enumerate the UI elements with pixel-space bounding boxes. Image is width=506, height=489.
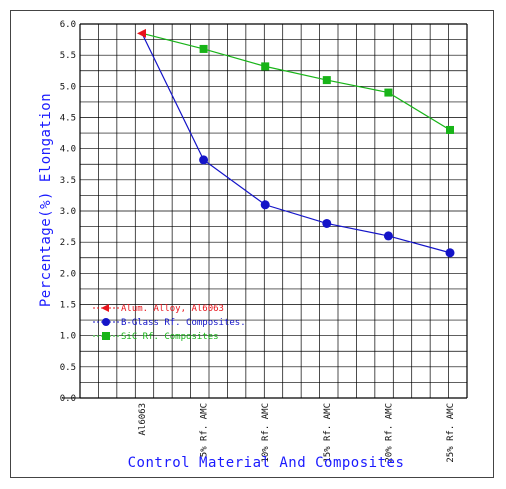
series-markers <box>137 28 455 258</box>
y-tick-label: 1.5 <box>60 301 76 311</box>
data-point <box>446 125 454 134</box>
legend-label: SiC Rf. Composites <box>121 332 219 342</box>
series-line <box>141 33 451 254</box>
y-tick-label: 0.5 <box>60 363 76 373</box>
data-point <box>384 88 393 97</box>
legend-marker <box>102 318 110 326</box>
y-tick-label: 1.0 <box>60 332 76 342</box>
data-point <box>260 200 270 210</box>
y-tick-label: 4.0 <box>60 145 76 155</box>
data-point <box>322 218 332 228</box>
y-tick-label: 2.5 <box>60 238 76 248</box>
data-point <box>199 44 208 53</box>
data-point <box>322 76 331 85</box>
y-tick-label: 5.0 <box>60 82 76 92</box>
x-axis-title: Control Material And Composites <box>128 455 405 471</box>
x-category-label: 5% Rf. AMC <box>200 403 210 457</box>
y-tick-label: 3.0 <box>60 207 76 217</box>
x-category-label: 25% Rf. AMC <box>446 403 456 463</box>
data-point <box>199 155 209 165</box>
legend: Alum. Alloy, Al6063 B-Glass Rf. Composite… <box>93 304 246 342</box>
x-axis-categories: Al6063 5% Rf. AMC 10% Rf. AMC 15% Rf. AMC 20… <box>138 403 456 463</box>
legend-label: Alum. Alloy, Al6063 <box>121 304 224 314</box>
y-tick-label: 3.5 <box>60 176 76 186</box>
legend-label: B-Glass Rf. Composites. <box>121 318 246 328</box>
series-lines <box>141 32 451 254</box>
y-tick-label: 2.0 <box>60 269 76 279</box>
x-category-label: Al6063 <box>138 403 148 436</box>
series-line <box>141 32 451 131</box>
y-axis-title: Percentage(%) Elongation <box>38 93 54 307</box>
data-point <box>261 62 270 71</box>
y-axis-ticks: 0.0 0.5 1.0 1.5 2.0 2.5 3.0 3.5 4.0 4.5 5.0 5.5 6.0 <box>60 20 76 404</box>
y-tick-label: 6.0 <box>60 20 76 30</box>
y-tick-label: 4.5 <box>60 114 76 124</box>
y-tick-label: 0.0 <box>60 394 76 404</box>
legend-marker <box>101 304 109 312</box>
x-category-label: 15% Rf. AMC <box>323 403 333 463</box>
data-point <box>383 231 393 241</box>
y-tick-label: 5.5 <box>60 51 76 61</box>
chart-frame <box>10 10 494 478</box>
x-category-label: 10% Rf. AMC <box>261 403 271 463</box>
legend-marker <box>102 332 110 340</box>
x-category-label: 20% Rf. AMC <box>384 403 394 463</box>
data-point <box>445 248 455 258</box>
data-point <box>137 28 146 38</box>
